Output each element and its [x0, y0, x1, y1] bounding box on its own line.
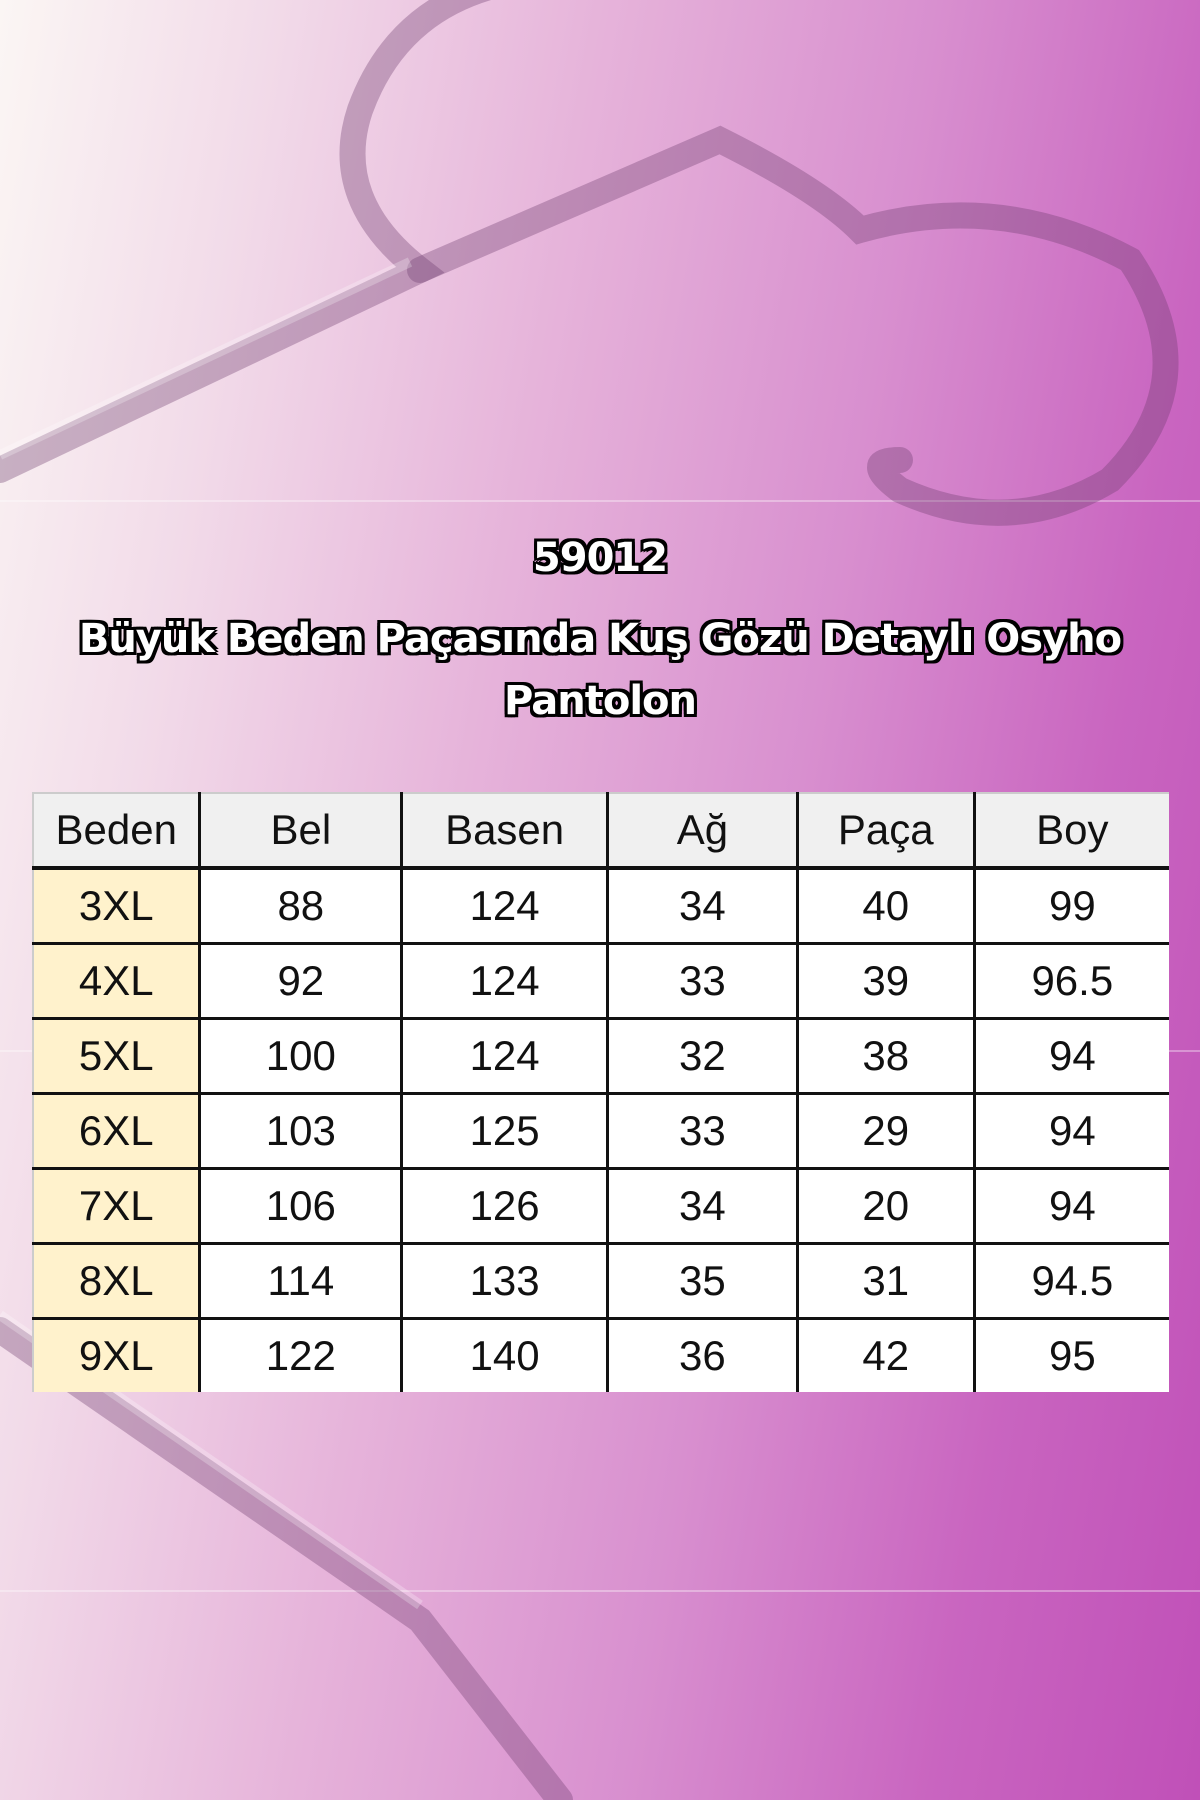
cell-basen: 140 [400, 1317, 610, 1392]
cell-ag: 34 [606, 866, 799, 945]
table-row: 6XL 103 125 33 29 94 [32, 1092, 1169, 1170]
cell-ag: 33 [606, 1092, 799, 1170]
cell-paca: 20 [795, 1167, 976, 1245]
cell-basen: 133 [400, 1242, 610, 1320]
cell-beden: 8XL [32, 1242, 202, 1320]
cell-boy: 94 [972, 1167, 1169, 1245]
cell-beden: 7XL [32, 1167, 202, 1245]
table-row: 4XL 92 124 33 39 96.5 [32, 942, 1169, 1020]
cell-paca: 40 [795, 866, 976, 945]
cell-ag: 36 [606, 1317, 799, 1392]
cell-paca: 31 [795, 1242, 976, 1320]
cell-ag: 35 [606, 1242, 799, 1320]
size-table: Beden Bel Basen Ağ Paça Boy 3XL 88 124 34 40… [32, 792, 1169, 1392]
table-row: 5XL 100 124 32 38 94 [32, 1017, 1169, 1095]
header-beden: Beden [32, 792, 202, 870]
cell-bel: 88 [198, 866, 404, 945]
cell-bel: 122 [198, 1317, 404, 1392]
cell-beden: 5XL [32, 1017, 202, 1095]
header-bel: Bel [198, 792, 404, 870]
cell-boy: 99 [972, 866, 1169, 945]
header-ag: Ağ [606, 792, 799, 870]
cell-basen: 124 [400, 866, 610, 945]
cell-ag: 34 [606, 1167, 799, 1245]
header-boy: Boy [972, 792, 1169, 870]
background-plank-line [0, 1590, 1200, 1592]
cell-bel: 92 [198, 942, 404, 1020]
cell-basen: 124 [400, 1017, 610, 1095]
header-paca: Paça [795, 792, 976, 870]
table-row: 8XL 114 133 35 31 94.5 [32, 1242, 1169, 1320]
table-row: 3XL 88 124 34 40 99 [32, 866, 1169, 945]
cell-paca: 42 [795, 1317, 976, 1392]
cell-beden: 6XL [32, 1092, 202, 1170]
cell-ag: 33 [606, 942, 799, 1020]
cell-boy: 94 [972, 1017, 1169, 1095]
cell-paca: 29 [795, 1092, 976, 1170]
background-plank-line [0, 500, 1200, 502]
cell-beden: 9XL [32, 1317, 202, 1392]
product-name: Büyük Beden Paçasında Kuş Gözü Detaylı O… [78, 616, 1122, 724]
cell-boy: 94.5 [972, 1242, 1169, 1320]
table-header-row: Beden Bel Basen Ağ Paça Boy [32, 792, 1169, 870]
cell-beden: 3XL [32, 866, 202, 945]
cell-basen: 124 [400, 942, 610, 1020]
cell-basen: 126 [400, 1167, 610, 1245]
cell-beden: 4XL [32, 942, 202, 1020]
cell-boy: 94 [972, 1092, 1169, 1170]
cell-boy: 96.5 [972, 942, 1169, 1020]
table-row: 9XL 122 140 36 42 95 [32, 1317, 1169, 1392]
cell-paca: 38 [795, 1017, 976, 1095]
product-code: 59012 [532, 535, 668, 581]
cell-bel: 106 [198, 1167, 404, 1245]
cell-bel: 114 [198, 1242, 404, 1320]
cell-paca: 39 [795, 942, 976, 1020]
cell-bel: 100 [198, 1017, 404, 1095]
cell-bel: 103 [198, 1092, 404, 1170]
cell-basen: 125 [400, 1092, 610, 1170]
table-row: 7XL 106 126 34 20 94 [32, 1167, 1169, 1245]
cell-ag: 32 [606, 1017, 799, 1095]
header-basen: Basen [400, 792, 610, 870]
cell-boy: 95 [972, 1317, 1169, 1392]
